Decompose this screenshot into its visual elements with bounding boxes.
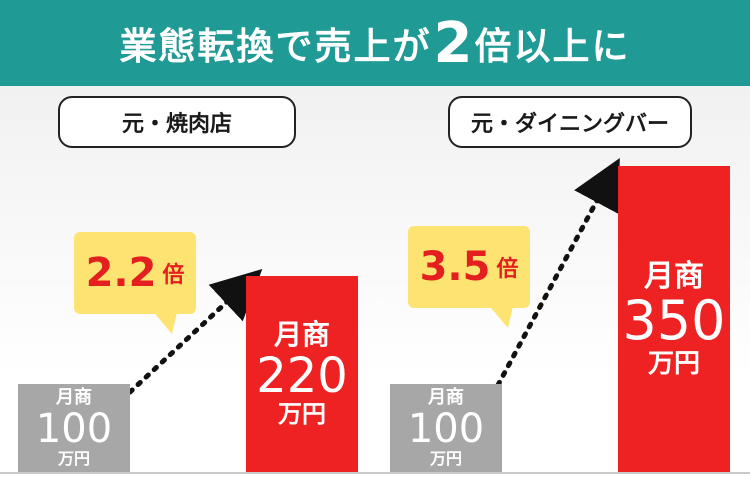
multiplier-value: 2.2 — [85, 250, 157, 296]
bar-after-yakiniku: 月商 220 万円 — [246, 276, 358, 472]
multiplier-bubble-yakiniku: 2.2 倍 — [74, 232, 196, 314]
multiplier-unit: 倍 — [162, 263, 185, 288]
business-label-dining-bar: 元・ダイニングバー — [448, 96, 692, 148]
bubble-tail-right — [486, 302, 514, 328]
bar-unit: 万円 — [57, 449, 90, 469]
bar-value: 100 — [407, 406, 485, 453]
business-label-yakiniku: 元・焼肉店 — [58, 96, 296, 148]
bar-unit: 万円 — [429, 449, 462, 469]
bar-before-yakiniku: 月商 100 万円 — [18, 384, 130, 472]
bar-after-dining-bar: 月商 350 万円 — [618, 166, 730, 472]
bar-caption: 月商 — [56, 387, 92, 409]
growth-arrow-left — [127, 268, 263, 395]
title-banner: 業態転換で売上が 2 倍以上に — [0, 0, 750, 86]
bar-caption: 月商 — [428, 387, 464, 409]
multiplier-value: 3.5 — [419, 244, 491, 290]
title-text-before: 業態転換で売上が — [119, 25, 432, 68]
bar-caption: 月商 — [273, 318, 330, 352]
bar-value: 350 — [622, 288, 726, 352]
bar-value: 100 — [35, 406, 113, 453]
bar-value: 220 — [256, 348, 348, 404]
bar-unit: 万円 — [647, 348, 700, 379]
bar-caption: 月商 — [644, 258, 704, 294]
bubble-tail-left — [150, 308, 178, 334]
bar-unit: 万円 — [278, 400, 326, 429]
baseline — [0, 472, 750, 474]
title-text-after: 倍以上に — [474, 25, 631, 68]
bar-before-dining-bar: 月商 100 万円 — [390, 384, 502, 472]
multiplier-unit: 倍 — [496, 257, 519, 282]
title-highlight-number: 2 — [433, 10, 473, 76]
multiplier-bubble-dining-bar: 3.5 倍 — [408, 226, 530, 308]
